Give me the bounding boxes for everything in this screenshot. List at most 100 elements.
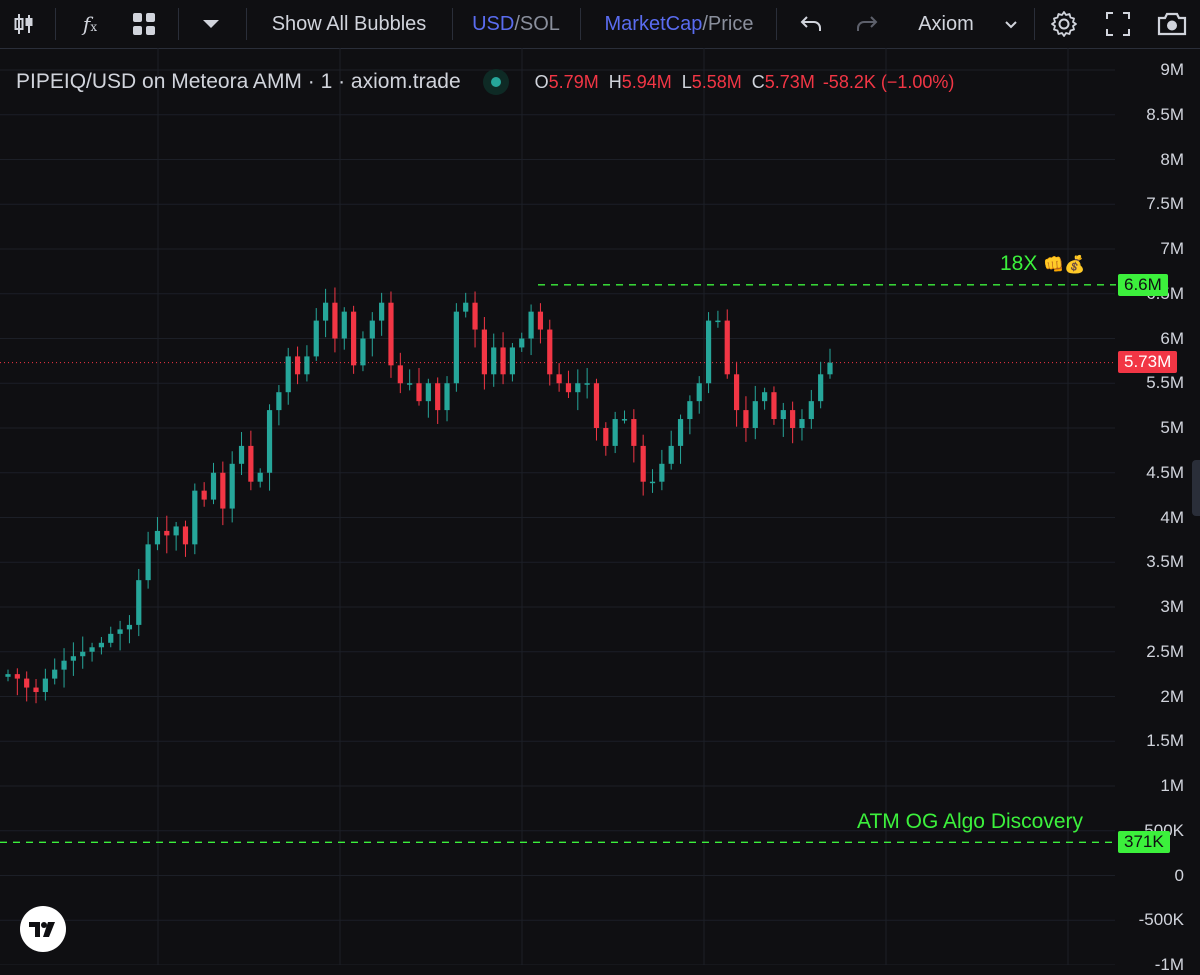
open-value: 5.79M xyxy=(548,71,599,92)
candle xyxy=(724,309,730,379)
target-price-badge: 6.6M xyxy=(1118,274,1168,296)
candle xyxy=(612,411,618,454)
fx-indicators-icon[interactable]: fx xyxy=(82,12,98,36)
price-tick-label: -1M xyxy=(1154,955,1184,974)
candle xyxy=(80,636,86,669)
candle xyxy=(285,347,291,405)
metric-marketcap[interactable]: MarketCap xyxy=(604,12,703,35)
gear-icon[interactable] xyxy=(1046,0,1082,48)
candle-body xyxy=(351,311,357,366)
close-label: C xyxy=(751,71,765,92)
price-tick-label: 3M xyxy=(1160,597,1184,616)
candle xyxy=(266,404,273,491)
candle xyxy=(556,363,562,392)
price-tick-label: 2.5M xyxy=(1146,641,1184,661)
candle-body xyxy=(89,647,95,652)
candle-body xyxy=(575,383,581,393)
candle-body xyxy=(70,656,76,661)
candle-body xyxy=(266,410,273,473)
candle xyxy=(136,568,142,637)
metric-price[interactable]: Price xyxy=(707,12,754,35)
candle-body xyxy=(33,687,39,693)
candle-body xyxy=(556,374,562,384)
price-tick-label: 1M xyxy=(1160,776,1184,795)
price-tick-label: 1.5M xyxy=(1146,731,1184,751)
candle xyxy=(5,669,11,682)
target-18x-label: 18X 👊💰 xyxy=(1000,252,1086,275)
source-selector[interactable]: Axiom xyxy=(908,0,1028,48)
candle-body xyxy=(332,302,338,339)
candle xyxy=(827,348,833,379)
redo-icon[interactable] xyxy=(850,0,884,48)
candle-body xyxy=(182,526,189,545)
chevron-down-icon xyxy=(1004,13,1018,36)
candle xyxy=(52,658,58,685)
candle xyxy=(313,308,319,361)
candle-body xyxy=(201,490,207,500)
price-tick-label: 4.5M xyxy=(1146,462,1184,482)
candle xyxy=(687,395,693,435)
currency-usd[interactable]: USD xyxy=(472,12,515,35)
candle-body xyxy=(603,428,609,446)
fullscreen-icon[interactable] xyxy=(1100,0,1136,48)
candle xyxy=(201,482,207,507)
symbol-title[interactable]: PIPEIQ/USD on Meteora AMM · 1 · axiom.tr… xyxy=(16,70,461,93)
price-tick-label: -500K xyxy=(1138,910,1184,930)
candle xyxy=(33,679,39,704)
candle-body xyxy=(528,311,534,339)
candle-body xyxy=(285,356,291,393)
candle xyxy=(173,521,179,551)
candle-body xyxy=(547,329,553,375)
layout-grid-icon[interactable] xyxy=(126,0,162,48)
candle-body xyxy=(453,311,459,384)
candle xyxy=(192,483,198,555)
candle-body xyxy=(5,674,11,677)
close-value: 5.73M xyxy=(764,71,815,92)
candle-body xyxy=(491,347,497,375)
candle-body xyxy=(369,320,375,339)
candle-body xyxy=(790,410,796,428)
candle xyxy=(621,410,628,424)
dropdown-caret-icon[interactable] xyxy=(196,0,226,48)
candles-icon[interactable] xyxy=(6,0,42,48)
candle xyxy=(14,668,20,696)
candle-body xyxy=(808,401,814,420)
candle xyxy=(799,409,805,441)
candle-body xyxy=(108,633,114,643)
candle xyxy=(220,461,226,526)
candle-body xyxy=(687,401,693,420)
candle xyxy=(369,312,375,357)
candle-body xyxy=(780,410,786,420)
candle xyxy=(89,642,95,662)
metric-toggle[interactable]: MarketCap / Price xyxy=(594,0,764,48)
candle-body xyxy=(397,365,403,384)
undo-icon[interactable] xyxy=(794,0,828,48)
candle xyxy=(743,396,749,442)
candle-body xyxy=(42,678,48,693)
price-tick-label: 9M xyxy=(1160,60,1184,79)
candle xyxy=(304,345,310,382)
currency-toggle[interactable]: USD / SOL xyxy=(464,0,568,48)
camera-icon[interactable] xyxy=(1152,0,1192,48)
candle xyxy=(210,462,217,505)
candle xyxy=(164,515,170,554)
candle xyxy=(229,451,235,523)
candle xyxy=(593,378,600,441)
show-all-bubbles-button[interactable]: Show All Bubbles xyxy=(260,0,438,48)
low-label: L xyxy=(681,71,692,92)
candle xyxy=(537,303,544,344)
candle xyxy=(238,432,245,475)
candle-body xyxy=(294,356,301,375)
high-value: 5.94M xyxy=(621,71,672,92)
price-tick-label: 0 xyxy=(1174,865,1184,885)
candle xyxy=(407,369,413,391)
chart-pane[interactable] xyxy=(0,48,1200,965)
candle-body xyxy=(509,347,516,375)
tradingview-logo[interactable] xyxy=(20,906,66,952)
price-tick-label: 4M xyxy=(1160,507,1184,527)
candle-body xyxy=(117,629,123,634)
price-axis-scroll-handle[interactable] xyxy=(1192,460,1200,516)
current-price-badge: 5.73M xyxy=(1118,351,1178,373)
currency-sol[interactable]: SOL xyxy=(519,12,560,35)
candle xyxy=(509,342,516,382)
